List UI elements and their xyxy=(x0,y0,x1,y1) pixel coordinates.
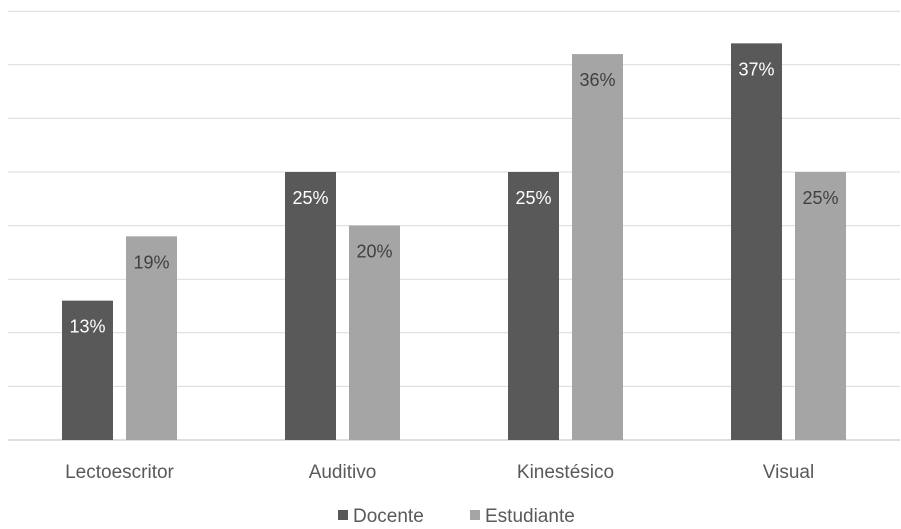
bars xyxy=(62,43,846,441)
bar-estudiante-3 xyxy=(795,172,846,440)
bar-docente-2 xyxy=(508,172,559,440)
data-label-estudiante-2: 36% xyxy=(579,70,615,90)
x-axis-tick-labels: Lectoescritor Auditivo Kinestésico Visual xyxy=(65,462,814,483)
data-label-docente-1: 25% xyxy=(292,188,328,208)
bar-docente-1 xyxy=(285,172,336,440)
legend-label-estudiante: Estudiante xyxy=(485,506,575,527)
x-tick-label: Lectoescritor xyxy=(65,462,174,483)
data-label-docente-2: 25% xyxy=(515,188,551,208)
x-tick-label: Visual xyxy=(763,462,814,483)
legend-label-docente: Docente xyxy=(353,506,424,527)
data-label-estudiante-0: 19% xyxy=(133,252,169,272)
bar-estudiante-0 xyxy=(126,236,177,440)
bar-estudiante-1 xyxy=(349,225,400,440)
data-label-docente-3: 37% xyxy=(738,59,774,79)
x-tick-label: Kinestésico xyxy=(517,462,614,483)
data-label-estudiante-3: 25% xyxy=(802,188,838,208)
bar-estudiante-2 xyxy=(572,54,623,441)
data-label-docente-0: 13% xyxy=(69,317,105,337)
legend: Docente Estudiante xyxy=(338,506,575,527)
legend-swatch-estudiante xyxy=(470,510,480,520)
legend-swatch-docente xyxy=(338,510,348,520)
x-tick-label: Auditivo xyxy=(309,462,377,483)
bar-docente-3 xyxy=(731,43,782,441)
data-labels: 13% 19% 25% 20% 25% 36% 37% 25% xyxy=(69,59,838,336)
bar-docente-0 xyxy=(62,300,113,440)
data-label-estudiante-1: 20% xyxy=(356,242,392,262)
